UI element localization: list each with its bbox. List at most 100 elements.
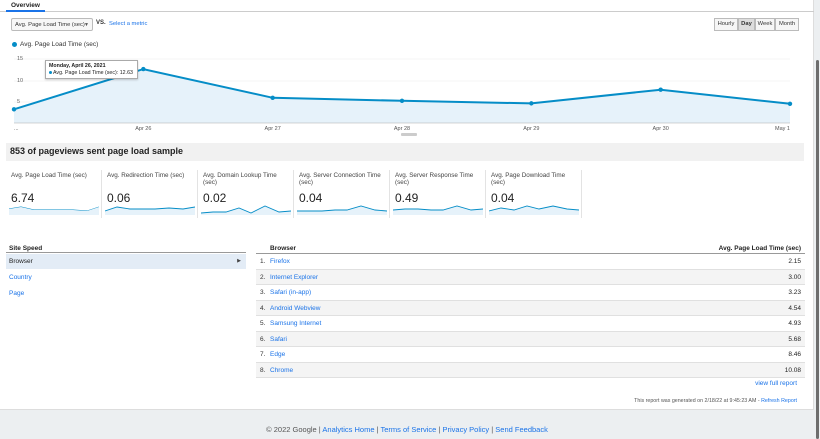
- data-point[interactable]: [11, 107, 17, 112]
- footer-copyright: © 2022 Google |: [266, 425, 323, 434]
- row-value: 3.23: [788, 289, 801, 296]
- footer-separator: |: [374, 425, 381, 434]
- row-browser-link[interactable]: Internet Explorer: [270, 273, 319, 281]
- tooltip-dot-icon: [49, 71, 52, 75]
- data-point[interactable]: [270, 95, 275, 101]
- col-browser-header[interactable]: Browser: [270, 245, 297, 252]
- dimension-page[interactable]: Page: [9, 290, 25, 297]
- row-index: 3.: [260, 289, 266, 296]
- table-row: 7. Edge 8.46: [256, 347, 805, 363]
- refresh-report-link[interactable]: Refresh Report: [761, 398, 797, 404]
- row-value: 4.54: [788, 304, 801, 312]
- chevron-right-icon: ▶: [237, 258, 241, 264]
- table-header: Browser Avg. Page Load Time (sec): [256, 245, 805, 253]
- granularity-month-button[interactable]: Month: [775, 18, 799, 31]
- select-metric-link[interactable]: Select a metric: [109, 21, 148, 27]
- col-value-header[interactable]: Avg. Page Load Time (sec): [718, 245, 801, 252]
- kpi-sparkline: [393, 205, 483, 215]
- kpi-server-connection[interactable]: Avg. Server Connection Time (sec) 0.04: [294, 170, 390, 218]
- generated-note-text: This report was generated on 2/18/22 at …: [634, 398, 762, 404]
- kpi-page-load[interactable]: Avg. Page Load Time (sec) 6.74: [6, 170, 102, 218]
- data-point[interactable]: [529, 101, 534, 106]
- row-browser-link[interactable]: Chrome: [270, 366, 294, 374]
- kpi-domain-lookup[interactable]: Avg. Domain Lookup Time (sec) 0.02: [198, 170, 294, 218]
- dimension-browser[interactable]: Browser ▶: [6, 254, 246, 269]
- kpi-value: 0.02: [203, 191, 227, 205]
- table-row: 1. Firefox 2.15: [256, 254, 805, 270]
- row-value: 3.00: [788, 273, 801, 281]
- footer-separator: |: [489, 425, 496, 434]
- granularity-week-button[interactable]: Week: [755, 18, 775, 31]
- x-tick-label: Apr 30: [653, 126, 669, 132]
- table-row: 4. Android Webview 4.54: [256, 300, 805, 316]
- row-value: 4.93: [788, 320, 801, 327]
- kpi-value: 0.49: [395, 191, 419, 205]
- row-index: 8.: [260, 366, 266, 374]
- kpi-label: Avg. Domain Lookup Time (sec): [203, 172, 277, 186]
- x-tick-label: Apr 28: [394, 126, 410, 132]
- sample-text: 853 of pageviews sent page load sample: [10, 146, 184, 156]
- tab-bar: Overview: [0, 0, 814, 12]
- table-row: 8. Chrome 10.08: [256, 362, 805, 378]
- kpi-label: Avg. Page Download Time (sec): [491, 172, 566, 186]
- row-browser-link[interactable]: Safari: [270, 335, 287, 343]
- privacy-link[interactable]: Privacy Policy: [442, 425, 490, 434]
- kpi-label: Avg. Server Response Time (sec): [395, 172, 474, 186]
- row-browser-link[interactable]: Samsung Internet: [270, 320, 322, 327]
- vs-label: VS.: [96, 20, 106, 26]
- row-index: 5.: [260, 320, 266, 327]
- granularity-day-button[interactable]: Day: [738, 18, 755, 31]
- view-full-report-link[interactable]: view full report: [755, 380, 797, 387]
- data-point[interactable]: [141, 66, 146, 72]
- row-browser-link[interactable]: Safari (in-app): [270, 289, 312, 296]
- row-browser-link[interactable]: Edge: [270, 351, 286, 358]
- table-row: 3. Safari (in-app) 3.23: [256, 285, 805, 301]
- chart-tooltip: Monday, April 26, 2021 Avg. Page Load Ti…: [45, 60, 138, 79]
- dimension-country[interactable]: Country: [9, 274, 32, 281]
- tab-overview[interactable]: Overview: [6, 0, 45, 12]
- chart-resize-handle[interactable]: [401, 133, 417, 136]
- tooltip-value-row: Avg. Page Load Time (sec): 12.63: [49, 70, 134, 77]
- data-point[interactable]: [399, 98, 405, 104]
- sample-banner: 853 of pageviews sent page load sample: [6, 143, 804, 161]
- y-tick-5: 5: [17, 99, 20, 105]
- scrollbar[interactable]: [816, 60, 819, 439]
- analytics-home-link[interactable]: Analytics Home: [322, 425, 375, 434]
- row-value: 8.46: [788, 351, 801, 358]
- series-points: [11, 66, 793, 112]
- kpi-label: Avg. Page Load Time (sec): [11, 172, 87, 179]
- tooltip-value: Avg. Page Load Time (sec): 12.63: [53, 70, 133, 76]
- terms-link[interactable]: Terms of Service: [380, 425, 437, 434]
- kpi-sparkline: [201, 205, 291, 215]
- row-index: 7.: [260, 351, 266, 358]
- divider: [256, 253, 805, 254]
- row-value: 10.08: [784, 366, 801, 374]
- row-browser-link[interactable]: Android Webview: [270, 304, 321, 312]
- x-tick-label: Apr 29: [523, 126, 539, 132]
- kpi-sparkline: [297, 205, 387, 215]
- row-value: 2.15: [788, 258, 801, 265]
- data-point[interactable]: [658, 87, 663, 92]
- kpi-sparkline: [489, 205, 579, 215]
- y-tick-15: 15: [17, 56, 23, 62]
- table-row: 2. Internet Explorer 3.00: [256, 269, 805, 285]
- kpi-sparkline: [105, 206, 195, 215]
- metric-dropdown[interactable]: Avg. Page Load Time (sec) ▼: [11, 18, 93, 31]
- data-point[interactable]: [787, 101, 793, 106]
- kpi-redirection[interactable]: Avg. Redirection Time (sec) 0.06: [102, 170, 198, 218]
- row-browser-link[interactable]: Firefox: [270, 258, 290, 265]
- kpi-page-download[interactable]: Avg. Page Download Time (sec) 0.04: [486, 170, 582, 218]
- granularity-hourly-button[interactable]: Hourly: [714, 18, 738, 31]
- kpi-sparkline: [9, 206, 99, 215]
- x-ticks: ... Apr 26 Apr 27 Apr 28 Apr 29 Apr 30 May 1: [14, 126, 790, 132]
- table-row: 6. Safari 5.68: [256, 331, 805, 347]
- kpi-server-response[interactable]: Avg. Server Response Time (sec) 0.49: [390, 170, 486, 218]
- divider: [6, 252, 246, 253]
- generated-note: This report was generated on 2/18/22 at …: [634, 398, 797, 404]
- kpi-value: 6.74: [11, 191, 35, 205]
- kpi-value: 0.06: [107, 191, 131, 205]
- x-tick-label: Apr 27: [265, 126, 281, 132]
- footer: © 2022 Google | Analytics Home | Terms o…: [0, 425, 814, 434]
- line-chart: 15 10 5 ... Apr 26 Apr 27 Apr 28 Apr 29 Apr 3…: [11, 56, 793, 132]
- feedback-link[interactable]: Send Feedback: [495, 425, 548, 434]
